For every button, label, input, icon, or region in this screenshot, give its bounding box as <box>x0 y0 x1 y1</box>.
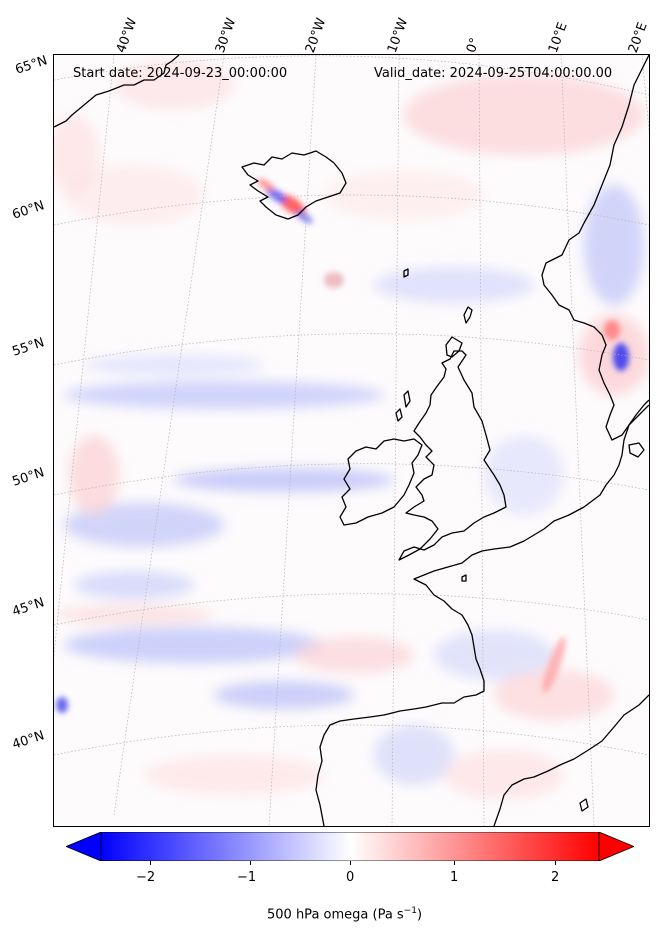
lat-label-65n: 65°N <box>13 53 50 78</box>
lat-label-50n: 50°N <box>10 465 47 490</box>
colorbar-label-close: ) <box>416 907 423 923</box>
colorbar-tick-0: 0 <box>346 870 355 885</box>
shetland-coast <box>463 306 473 324</box>
colorbar-tick-mark <box>150 861 151 865</box>
coastlines <box>54 55 649 826</box>
lon-label-10e: 10°E <box>545 20 571 55</box>
corsica-coast <box>579 798 589 812</box>
lon-label-30w: 30°W <box>212 16 240 55</box>
greenland-coast <box>54 55 180 128</box>
lat-label-45n: 45°N <box>10 595 47 620</box>
mediterranean-coast <box>493 694 649 826</box>
lon-label-10w: 10°W <box>384 16 412 55</box>
colorbar-tick-2: 2 <box>551 870 560 885</box>
map-panel <box>53 54 650 827</box>
scandinavia-coast <box>541 55 649 441</box>
lat-label-40n: 40°N <box>10 728 47 753</box>
colorbar-tick-mark <box>250 861 251 865</box>
graticule <box>54 55 649 826</box>
lon-label-20w: 20°W <box>302 16 330 55</box>
channel-islands <box>461 574 467 582</box>
danish-islands <box>628 442 645 458</box>
colorbar-graphic <box>64 831 636 862</box>
hebrides-coast <box>395 390 411 422</box>
colorbar-extend-min <box>64 831 102 862</box>
lat-label-55n: 55°N <box>10 335 47 360</box>
lon-label-0: 0° <box>463 35 484 55</box>
colorbar-label-exponent: −1 <box>403 906 417 916</box>
valid-date-label: Valid_date: 2024-09-25T04:00:00.00 <box>374 66 613 81</box>
continental-coast <box>315 474 615 826</box>
faroe-islands <box>403 268 409 278</box>
omega-field <box>54 60 649 800</box>
colorbar <box>64 831 636 862</box>
colorbar-tick-mark <box>350 861 351 865</box>
great-britain-coast <box>398 336 507 561</box>
omega-strong-features <box>56 178 629 713</box>
colorbar-body <box>100 831 600 862</box>
lon-label-20e: 20°E <box>625 20 651 55</box>
colorbar-tick-neg2: −2 <box>136 870 156 885</box>
colorbar-tick-mark <box>555 861 556 865</box>
start-date-label: Start date: 2024-09-23_00:00:00 <box>73 66 288 81</box>
colorbar-label-text: 500 hPa omega (Pa s <box>267 907 404 923</box>
lon-label-40w: 40°W <box>113 16 141 55</box>
colorbar-label: 500 hPa omega (Pa s−1) <box>267 906 422 922</box>
colorbar-tick-mark <box>454 861 455 865</box>
iceland-coast <box>241 150 347 220</box>
lat-label-60n: 60°N <box>10 198 47 223</box>
colorbar-extend-max <box>598 831 636 862</box>
omega-field-map <box>54 55 649 826</box>
ireland-coast <box>339 438 423 526</box>
colorbar-tick-1: 1 <box>450 870 459 885</box>
colorbar-tick-neg1: −1 <box>237 870 257 885</box>
denmark-coast <box>613 404 649 476</box>
